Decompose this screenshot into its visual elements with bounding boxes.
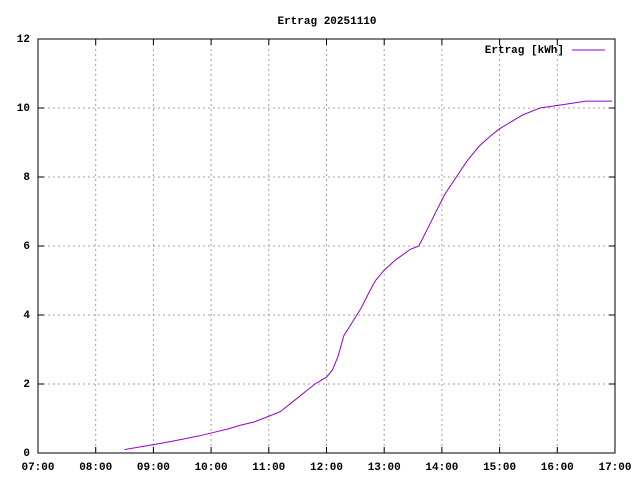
y-tick-label: 0: [23, 448, 30, 460]
y-tick-label: 12: [17, 34, 30, 46]
plot-border: [37, 38, 616, 454]
x-tick-label: 07:00: [21, 462, 54, 474]
y-tick-label: 10: [17, 103, 30, 115]
y-tick-label: 2: [23, 379, 30, 391]
legend-label: Ertrag [kWh]: [485, 45, 564, 57]
x-tick-label: 15:00: [483, 462, 516, 474]
x-tick-label: 08:00: [79, 462, 112, 474]
chart-title: Ertrag 20251110: [277, 16, 376, 28]
x-tick-label: 16:00: [541, 462, 574, 474]
x-tick-label: 14:00: [425, 462, 458, 474]
y-tick-label: 8: [23, 172, 30, 184]
x-tick-label: 12:00: [310, 462, 343, 474]
x-tick-label: 09:00: [137, 462, 170, 474]
x-tick-label: 10:00: [195, 462, 228, 474]
x-tick-label: 13:00: [368, 462, 401, 474]
y-tick-label: 4: [23, 310, 30, 322]
x-tick-label: 17:00: [598, 462, 631, 474]
x-tick-label: 11:00: [252, 462, 285, 474]
data-line: [124, 100, 613, 451]
y-tick-label: 6: [23, 241, 30, 253]
